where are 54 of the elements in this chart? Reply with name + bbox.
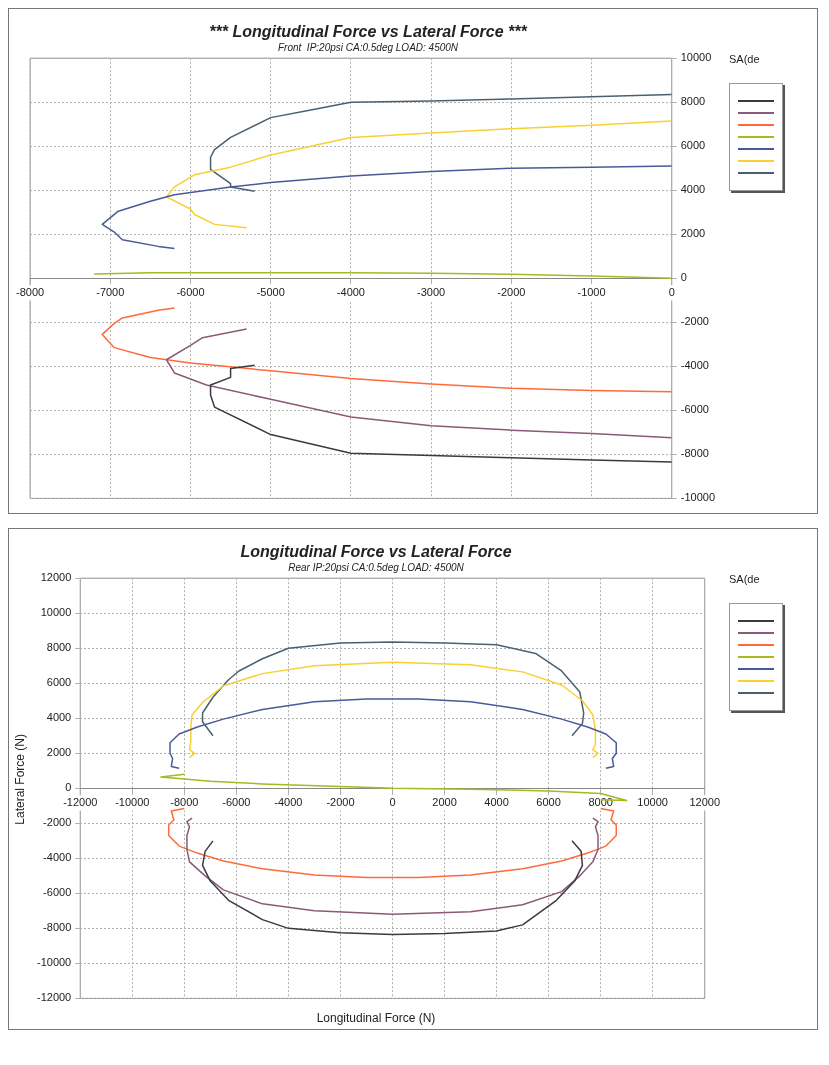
y-tick-label: -8000 (680, 447, 709, 460)
x-tick-label: -4000 (274, 795, 303, 808)
y-tick-label: 4000 (680, 183, 706, 196)
y-tick-label: -10000 (680, 491, 716, 504)
y-tick-label: -2000 (680, 315, 709, 328)
x-tick-label: -2000 (326, 795, 355, 808)
x-tick-label: -8000 (170, 795, 199, 808)
y-tick-label: 2000 (46, 746, 72, 759)
x-tick-label: 12000 (689, 795, 720, 808)
chart-title: Longitudinal Force vs Lateral Force (240, 543, 512, 561)
x-tick-label: -8000 (16, 285, 45, 298)
x-tick-label: -4000 (336, 285, 365, 298)
x-tick-label: -10000 (115, 795, 150, 808)
chart-title: *** Longitudinal Force vs Lateral Force *** (209, 23, 528, 41)
y-tick-label: 4000 (46, 711, 72, 724)
y-tick-label: -6000 (43, 886, 72, 899)
y-tick-label: 8000 (680, 95, 706, 108)
y-tick-label: 2000 (680, 227, 706, 240)
x-tick-label: -3000 (417, 285, 446, 298)
x-tick-label: -6000 (222, 795, 251, 808)
legend-title: SA(de (729, 573, 761, 585)
legend-title: SA(de (729, 53, 761, 65)
y-tick-label: -12000 (36, 991, 72, 1004)
y-tick-label: -2000 (43, 816, 72, 829)
y-tick-label: -4000 (43, 851, 72, 864)
x-tick-label: -2000 (497, 285, 526, 298)
y-tick-label: 12000 (40, 571, 72, 584)
chart-subtitle: Rear IP:20psi CA:0.5deg LOAD: 4500N (288, 561, 465, 573)
x-tick-label: 6000 (536, 795, 561, 808)
y-tick-label: -6000 (680, 403, 709, 416)
x-tick-label: 8000 (588, 795, 613, 808)
y-tick-label: -8000 (43, 921, 72, 934)
y-tick-label: 0 (680, 271, 687, 284)
y-axis-title: Lateral Force (N) (13, 733, 27, 825)
x-tick-label: -12000 (63, 795, 98, 808)
x-tick-label: -1000 (577, 285, 606, 298)
y-tick-label: -10000 (36, 956, 72, 969)
y-tick-label: -4000 (680, 359, 709, 372)
x-axis-title: Longitudinal Force (N) (316, 1011, 436, 1025)
x-tick-label: -6000 (176, 285, 205, 298)
y-tick-label: 6000 (46, 676, 72, 689)
y-tick-label: 8000 (46, 641, 72, 654)
x-tick-label: -5000 (256, 285, 285, 298)
x-tick-label: 2000 (432, 795, 457, 808)
y-tick-label: 10000 (40, 606, 72, 619)
y-tick-label: 6000 (680, 139, 706, 152)
x-tick-label: 4000 (484, 795, 509, 808)
y-tick-label: 10000 (680, 51, 712, 64)
x-tick-label: 0 (389, 795, 396, 808)
chart-subtitle: Front IP:20psi CA:0.5deg LOAD: 4500N (277, 41, 459, 53)
x-tick-label: 0 (668, 285, 675, 298)
x-tick-label: 10000 (637, 795, 668, 808)
y-tick-label: 0 (65, 781, 72, 794)
x-tick-label: -7000 (96, 285, 125, 298)
